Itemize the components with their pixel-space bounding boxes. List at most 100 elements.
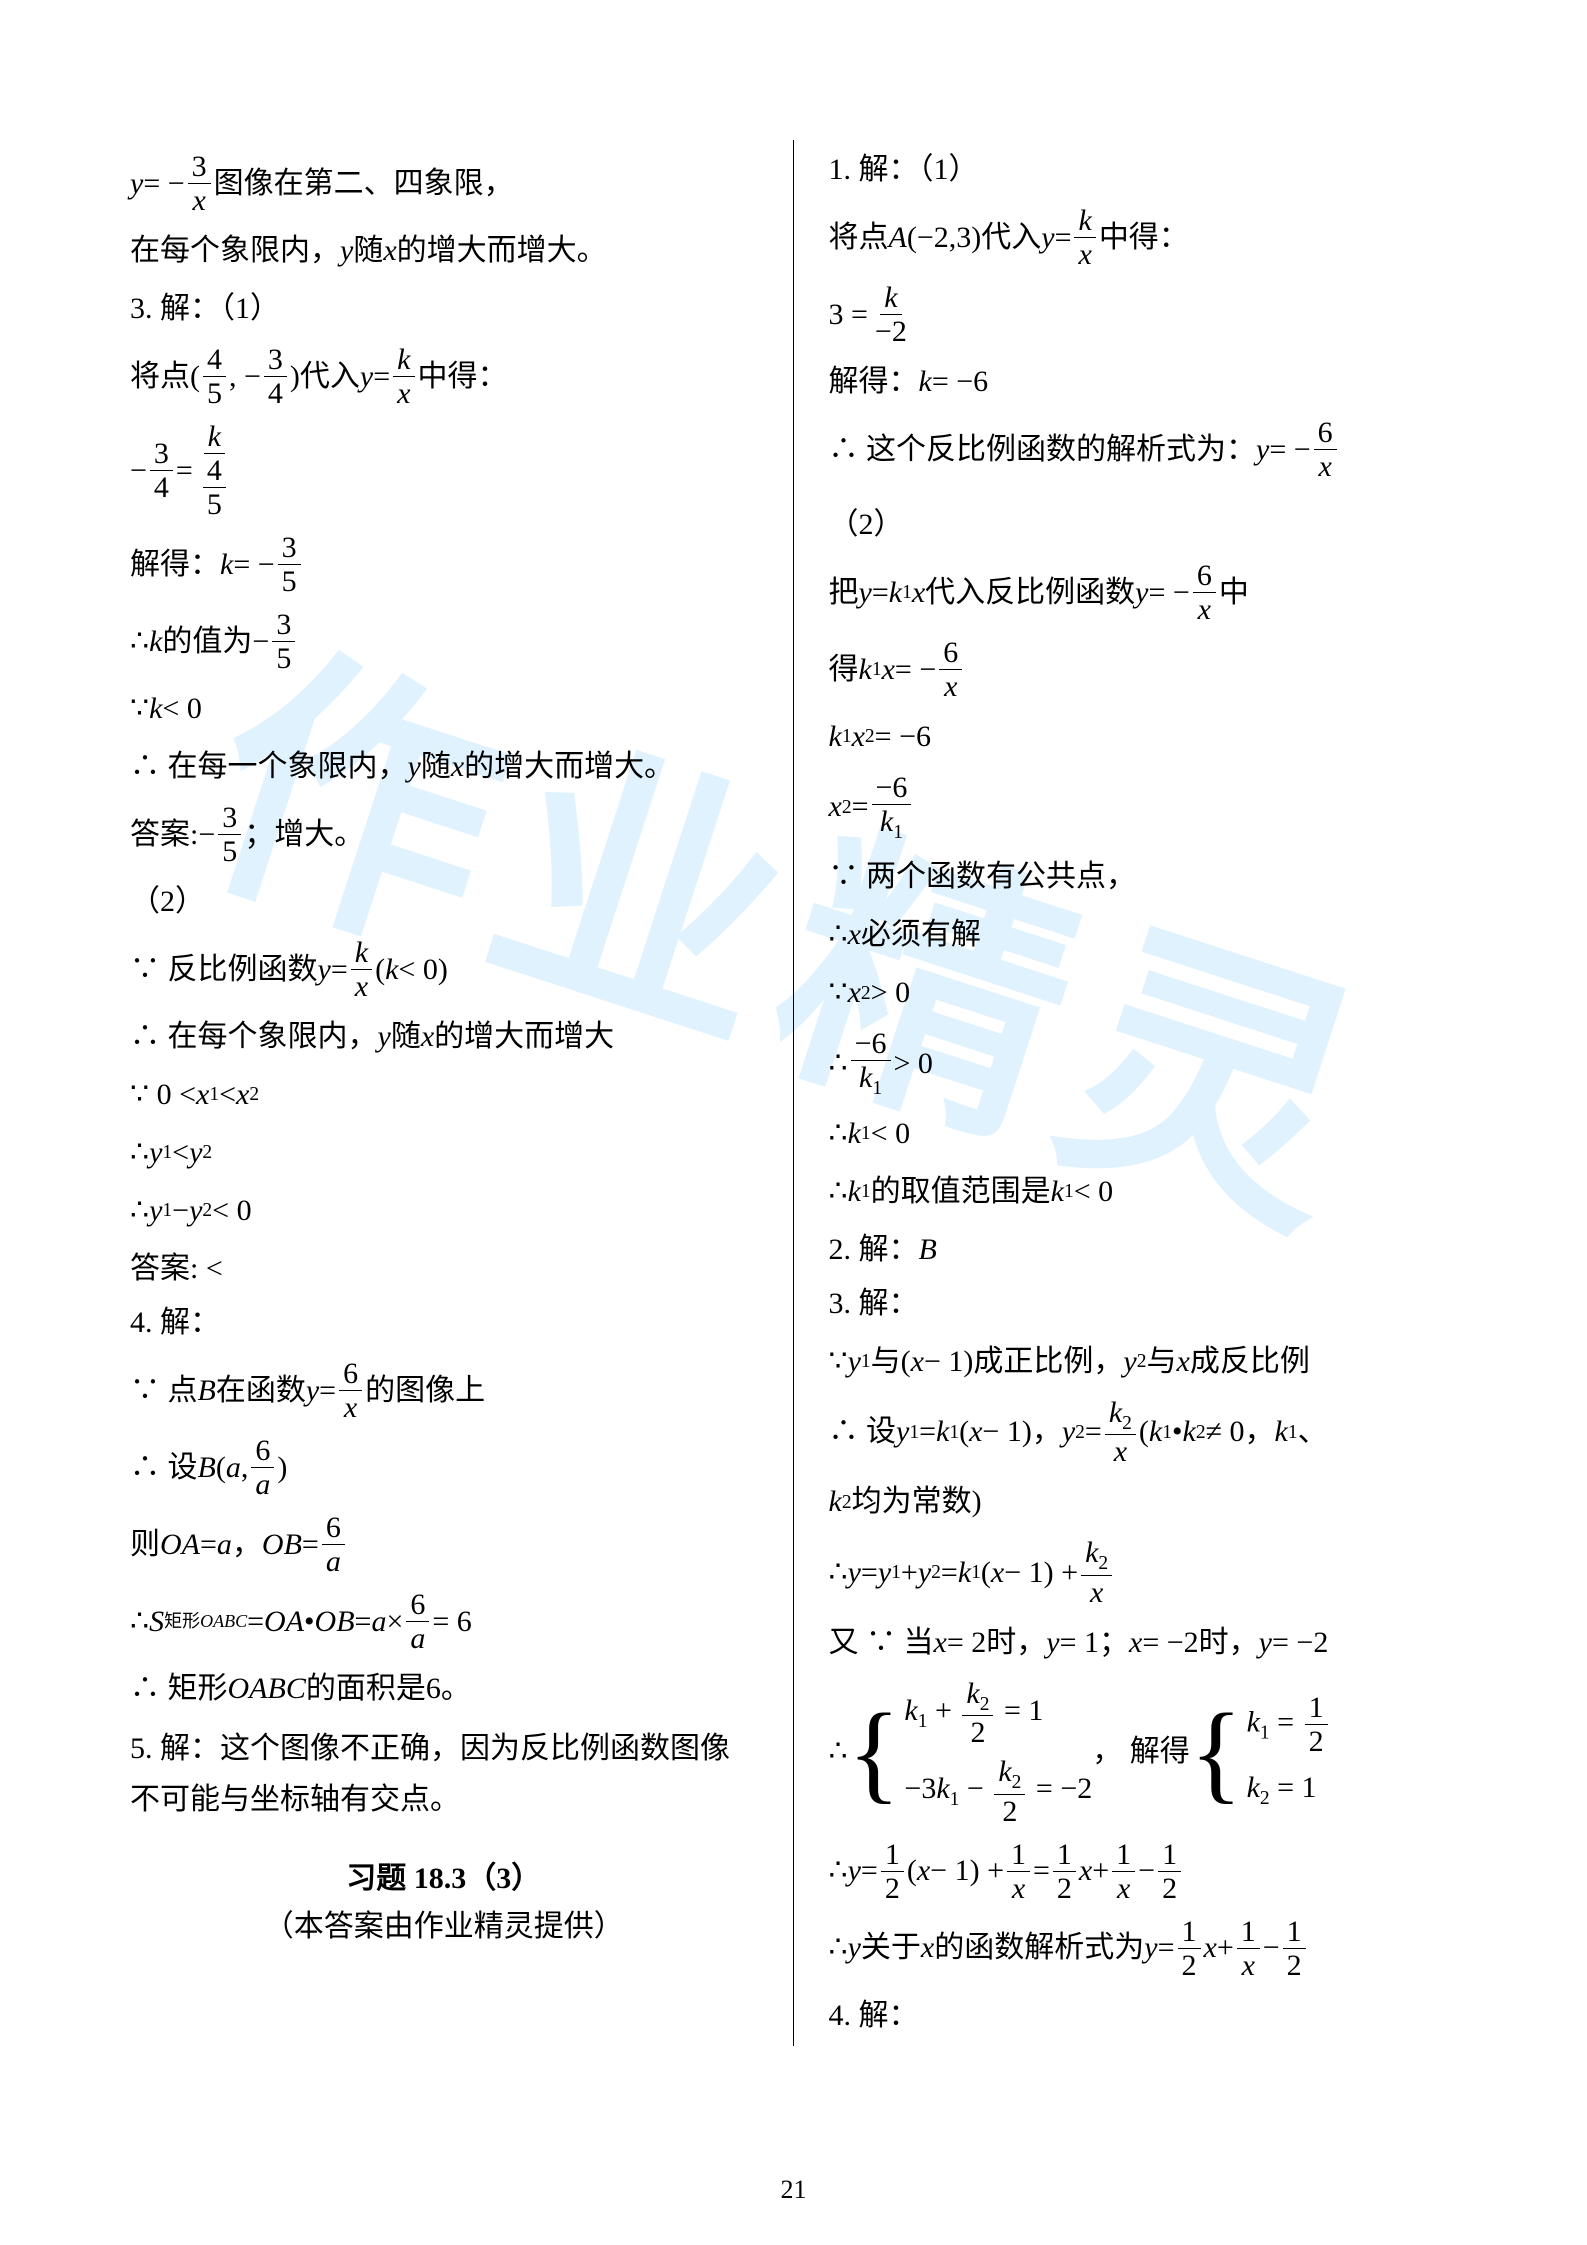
text-line: 4. 解： [829,1992,1458,2040]
text-line: （2） [829,501,1458,549]
text: 在每个象限内， [130,227,340,275]
text-line: 2. 解：B [829,1226,1458,1274]
text-line: （2） [130,878,758,926]
text: ∴ 设 [829,1408,897,1456]
math-line: k1x2 = −6 [829,713,1458,761]
text: 的增大而增大。 [464,743,674,791]
text: 时， [986,1619,1046,1667]
math-line: 3 = k−2 [829,281,1458,348]
text: 又 ∵ 当 [829,1619,934,1667]
text-line: 在每个象限内，y随x的增大而增大。 [130,227,758,275]
math-line: 则OA = a，OB = 6a [130,1511,758,1578]
text: 均为常数) [852,1478,982,1526]
text: 把 [829,569,859,617]
text: 的图像上 [365,1367,485,1415]
math-line: 把y = k1x代入反比例函数 y = −6x 中 [829,559,1458,626]
math-line: ∵ x2 > 0 [829,969,1458,1017]
math-line: ∴ k1的取值范围是k1 < 0 [829,1168,1458,1216]
math-line: ∴ k的值为 −35 [130,608,758,675]
text-line: ∴ 在每一个象限内，y随x的增大而增大。 [130,743,758,791]
text: 的函数解析式为 [934,1924,1144,1972]
text-line: 3. 解： [829,1280,1458,1328]
text: (−2,3)代入 [907,214,1041,262]
text: 成正比例， [973,1338,1123,1386]
math-line: 又 ∵ 当x = 2时，y = 1； x = −2时，y = −2 [829,1619,1458,1667]
text-line: ∵ 两个函数有公共点， [829,853,1458,901]
math-line: ∴ S矩形OABC = OA • OB = a × 6a = 6 [130,1588,758,1655]
text: 时， [1199,1619,1259,1667]
text: 与 [1147,1338,1177,1386]
text: 与 [871,1338,901,1386]
text: 关于 [861,1924,921,1972]
text: ， 解得 [1092,1728,1190,1776]
math-line: ∴ x必须有解 [829,911,1458,959]
text: ∵ 点 [130,1367,198,1415]
math-line: ∵ 反比例函数 y = kx(k < 0) [130,936,758,1003]
text: 答案: [130,811,198,859]
text: 成反比例 [1190,1338,1310,1386]
text: 将点 [829,214,889,262]
math-line: ∴ { k1 + k22 = 1 −3k1 − k22 = −2 ， 解得 { … [829,1677,1458,1828]
math-line: 得k1x = −6x [829,636,1458,703]
text: ∴ 设 [130,1444,198,1492]
math-line: 解得：k = −6 [829,358,1458,406]
text-line: 答案: < [130,1245,758,1293]
section-heading: 习题 18.3（3） [130,1855,758,1903]
text: ∵ 反比例函数 [130,946,318,994]
text: 必须有解 [861,911,981,959]
text-line: 5. 解：这个图像不正确，因为反比例函数图像不可能与坐标轴有交点。 [130,1723,758,1825]
math-line: ∴ y = 12(x − 1) + 1x = 12x + 1x − 12 [829,1838,1458,1905]
math-line: k2均为常数) [829,1478,1458,1526]
text: 中得： [1099,214,1189,262]
text-line: 4. 解： [130,1299,758,1347]
text-line: ∴ 矩形OABC的面积是6。 [130,1665,758,1713]
math-line: ∴ y1 − y2 < 0 [130,1187,758,1235]
text-line: 3. 解：（1） [130,285,758,333]
text: )代入 [290,353,360,401]
text: 的增大而增大。 [397,227,607,275]
page-container: y = −3x 图像在第二、四象限， 在每个象限内，y随x的增大而增大。 3. … [0,0,1587,2126]
math-line: y = −3x 图像在第二、四象限， [130,150,758,217]
math-line: ∴ k1 < 0 [829,1110,1458,1158]
text: ；增大。 [244,811,364,859]
math-line: ∵ 点B在函数 y = 6x 的图像上 [130,1357,758,1424]
text: 图像在第二、四象限， [214,160,514,208]
math-line: 将点( 45, −34 )代入 y = kx 中得： [130,343,758,410]
text: 解得： [829,358,919,406]
text-line: 1. 解：（1） [829,146,1458,194]
right-column: 1. 解：（1） 将点A(−2,3)代入 y = kx 中得： 3 = k−2 … [794,140,1458,2046]
text: 中 [1219,569,1249,617]
text: ∴ 矩形 [130,1665,228,1713]
text: 得 [829,646,859,694]
text: 的面积是6。 [306,1665,471,1713]
text-line: ∴ 在每个象限内，y随x的增大而增大 [130,1013,758,1061]
left-column: y = −3x 图像在第二、四象限， 在每个象限内，y随x的增大而增大。 3. … [130,140,794,2046]
text: 则 [130,1521,160,1569]
math-line: ∴ 这个反比例函数的解析式为： y = −6x [829,416,1458,483]
text: 将点( [130,353,200,401]
math-line: ∴ 设y1 = k1(x − 1)， y2 = k2x (k1 • k2 ≠ 0… [829,1396,1458,1468]
math-line: −34 = k45 [130,420,758,521]
heading-text: 习题 18.3（3） [346,1862,541,1895]
math-line: ∵ 0 < x1 < x2 [130,1071,758,1119]
math-line: ∴ y关于x的函数解析式为 y = 12x + 1x − 12 [829,1915,1458,1982]
text: 解得： [130,541,220,589]
math-line: ∵ k < 0 [130,685,758,733]
text: 的取值范围是 [871,1168,1051,1216]
page-number: 21 [0,2175,1587,2205]
text: ∴ 在每个象限内， [130,1013,378,1061]
math-line: ∴ −6k1 > 0 [829,1027,1458,1099]
text: 代入反比例函数 [925,569,1135,617]
math-line: 解得： k = −35 [130,531,758,598]
math-line: 将点A(−2,3)代入 y = kx 中得： [829,204,1458,271]
text: ∴ 在每一个象限内， [130,743,408,791]
math-line: ∵ y1与(x − 1)成正比例， y2与x成反比例 [829,1338,1458,1386]
text: 在函数 [216,1367,306,1415]
text: 中得： [418,353,508,401]
text: 的值为 [162,618,252,666]
math-line: ∴ y1 < y2 [130,1129,758,1177]
math-line: 答案: −35；增大。 [130,801,758,868]
text: ∴ 这个反比例函数的解析式为： [829,426,1257,474]
section-subtitle: （本答案由作业精灵提供） [130,1903,758,1951]
text: 的增大而增大 [434,1013,614,1061]
